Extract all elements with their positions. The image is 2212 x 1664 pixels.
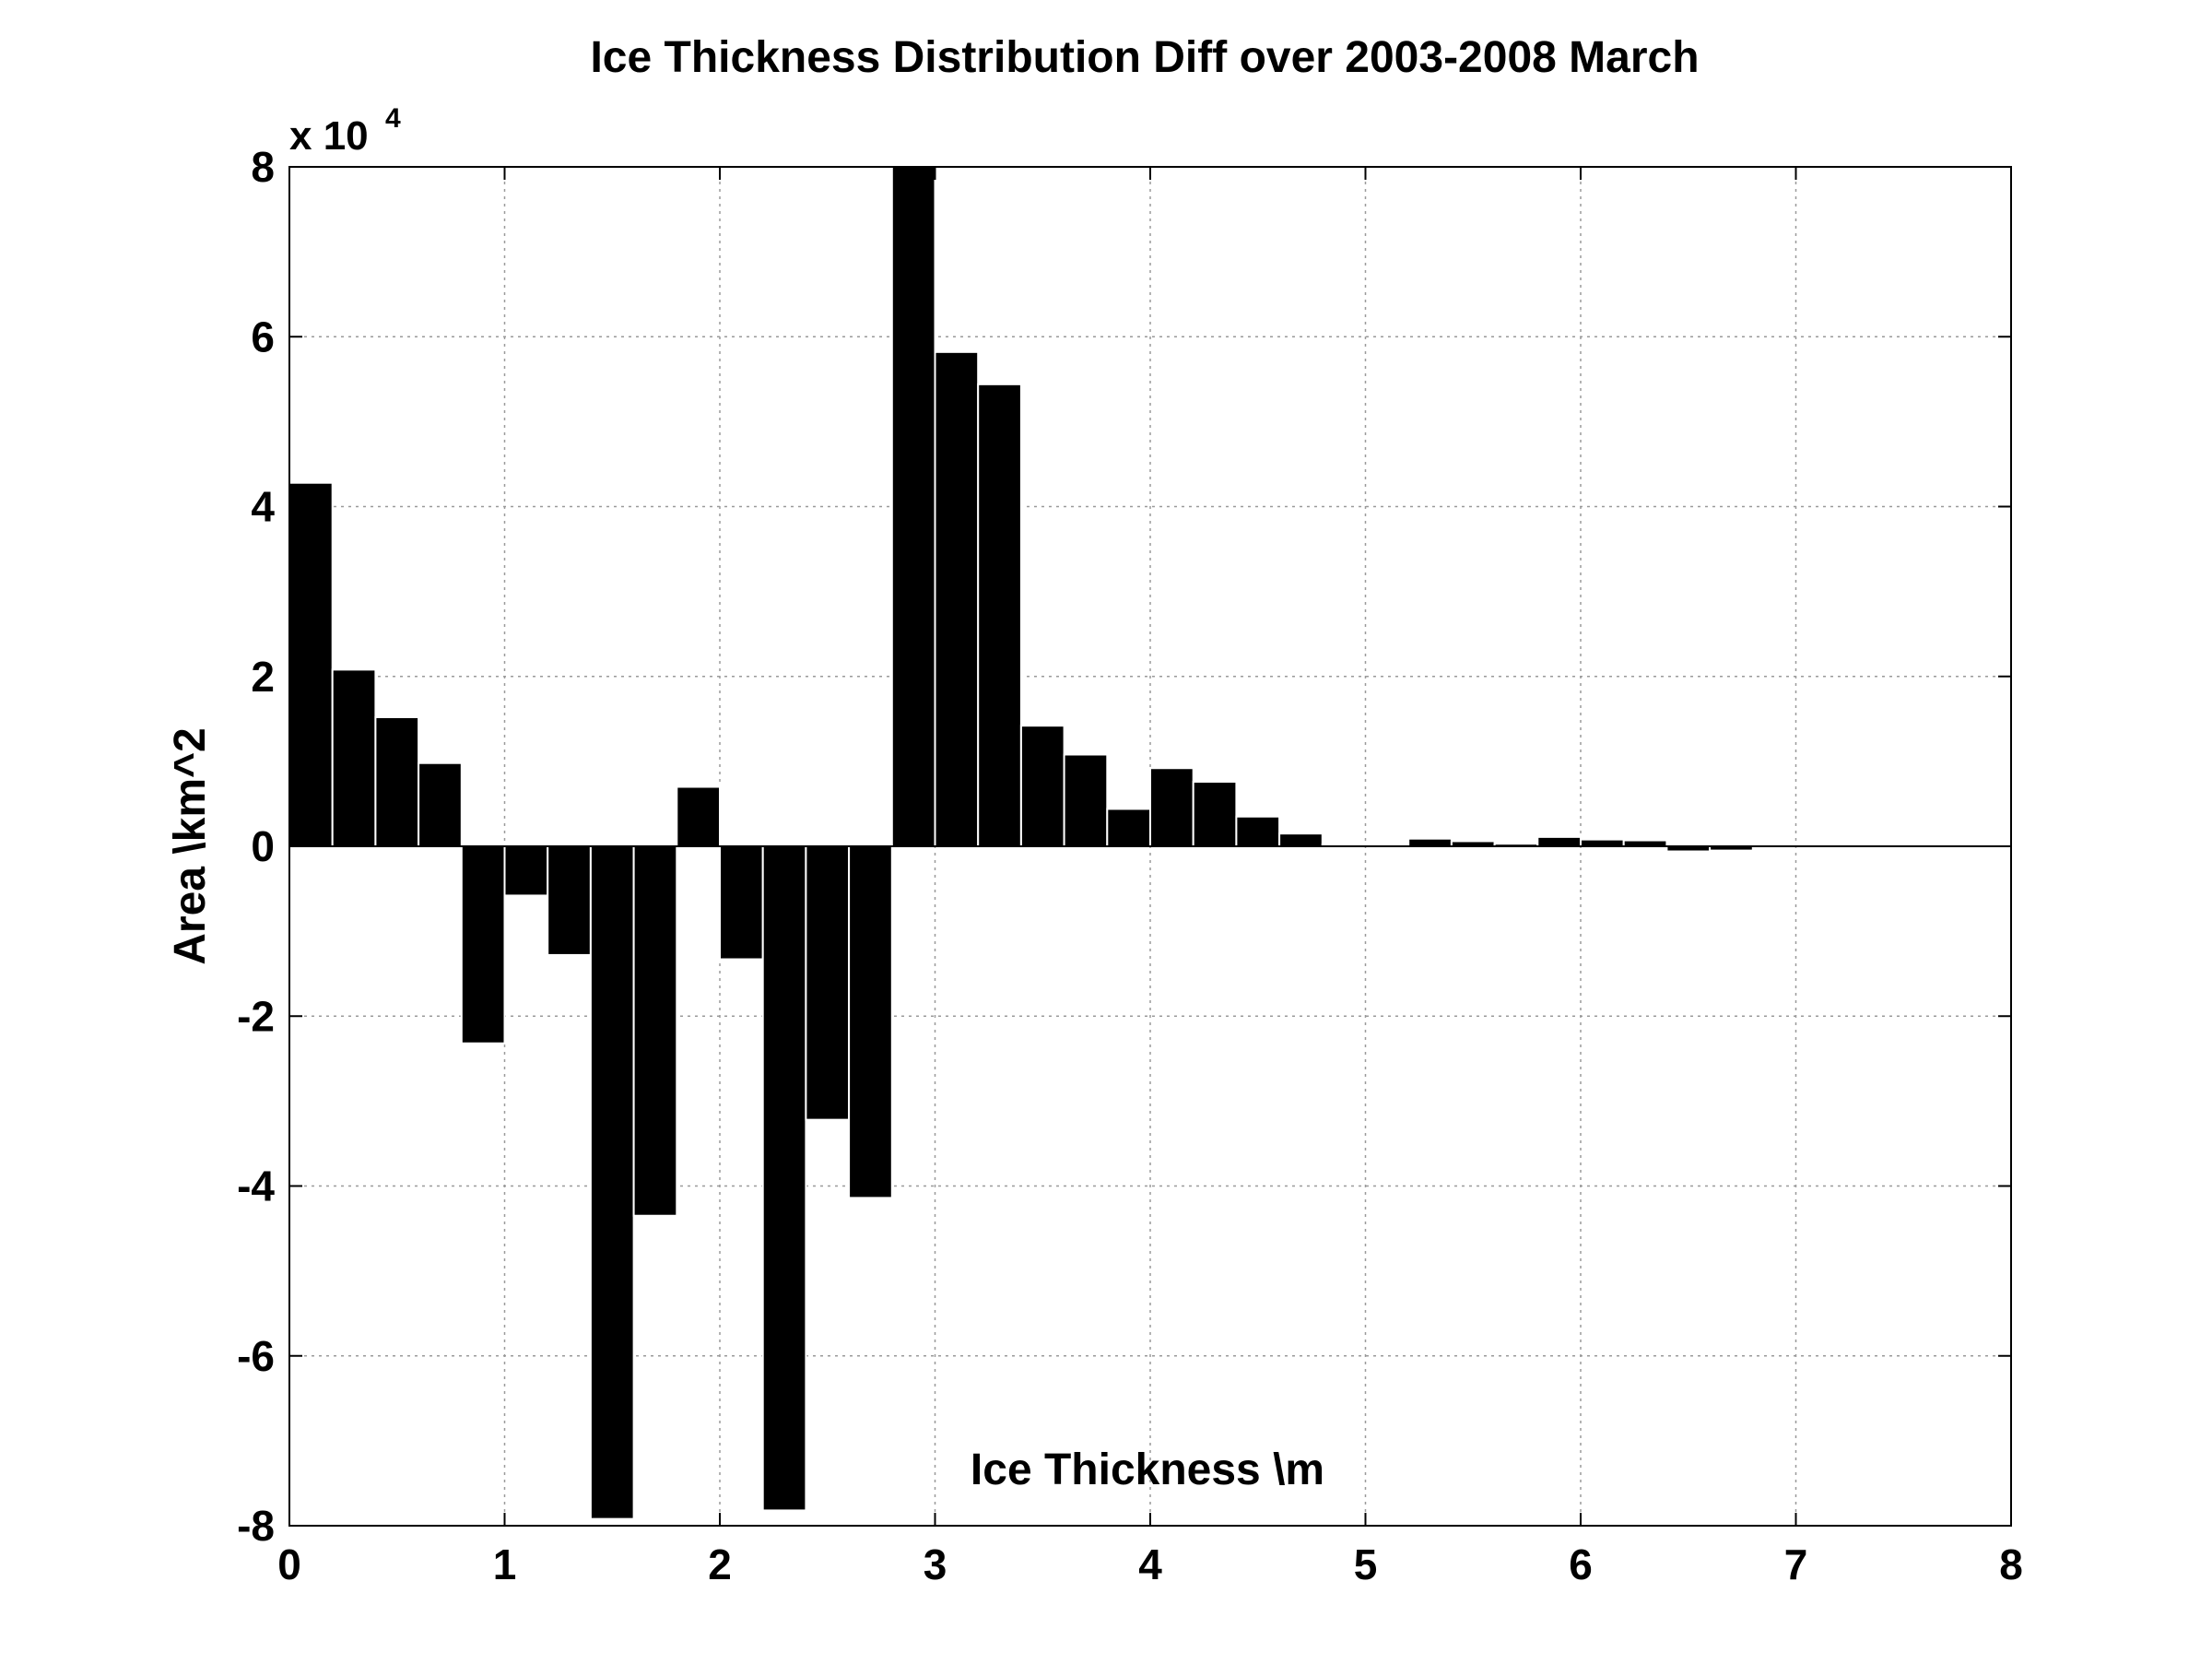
y-tick-label: -4 [237, 1162, 275, 1210]
bar-27 [1407, 837, 1453, 847]
x-axis-label: Ice Thickness \m [971, 1446, 1324, 1494]
bar-23 [1235, 815, 1281, 847]
y-tick-label: 6 [251, 313, 275, 360]
chart-title: Ice Thickness Distribution Diff over 200… [590, 33, 1699, 82]
y-tick-label: -8 [237, 1502, 275, 1550]
bar-6 [503, 845, 549, 897]
bar-11 [719, 845, 764, 961]
bar-2 [331, 668, 377, 847]
bar-24 [1278, 832, 1324, 848]
bar-18 [1019, 725, 1065, 847]
x-tick-label: 1 [493, 1540, 517, 1588]
bar-31 [1580, 838, 1625, 848]
bar-4 [418, 761, 463, 848]
bar-3 [374, 715, 420, 847]
x-tick-label: 8 [1999, 1540, 2023, 1588]
y-exponent-base: x 10 [289, 113, 369, 159]
bar-1 [288, 481, 334, 848]
x-tick-label: 0 [277, 1540, 301, 1588]
axes: 0 1 2 3 4 5 6 7 8 -8 -6 -4 -2 0 2 4 6 8 [237, 143, 2023, 1588]
bars [288, 166, 1841, 1520]
x-tick-label: 6 [1569, 1540, 1593, 1588]
bar-5 [460, 845, 506, 1044]
y-tick-label: -2 [237, 992, 275, 1040]
x-tick-label: 3 [924, 1540, 947, 1588]
bar-10 [676, 785, 721, 848]
bar-14 [848, 845, 893, 1199]
bar-30 [1536, 835, 1583, 848]
x-tick-label: 4 [1138, 1540, 1162, 1588]
bar-9 [632, 845, 678, 1217]
x-tick-label: 7 [1784, 1540, 1808, 1588]
y-tick-label: 8 [251, 143, 275, 191]
bar-21 [1149, 767, 1194, 847]
bar-20 [1106, 808, 1152, 848]
y-tick-label: 4 [251, 483, 275, 531]
bar-17 [977, 383, 1022, 847]
bar-7 [547, 845, 592, 956]
y-tick-label: 2 [251, 653, 275, 701]
bar-8 [589, 845, 635, 1520]
x-tick-label: 5 [1354, 1540, 1378, 1588]
bar-22 [1192, 780, 1238, 847]
y-tick-label: -6 [237, 1332, 275, 1380]
bar-19 [1063, 753, 1109, 848]
y-exponent-power: 4 [385, 103, 401, 134]
bar-13 [805, 845, 851, 1121]
bar-16 [934, 350, 980, 847]
bar-15 [890, 166, 936, 847]
y-axis-label: Area \km^2 [166, 727, 215, 965]
y-tick-label: 0 [251, 822, 275, 870]
bar-12 [761, 845, 807, 1512]
x-tick-label: 2 [708, 1540, 732, 1588]
